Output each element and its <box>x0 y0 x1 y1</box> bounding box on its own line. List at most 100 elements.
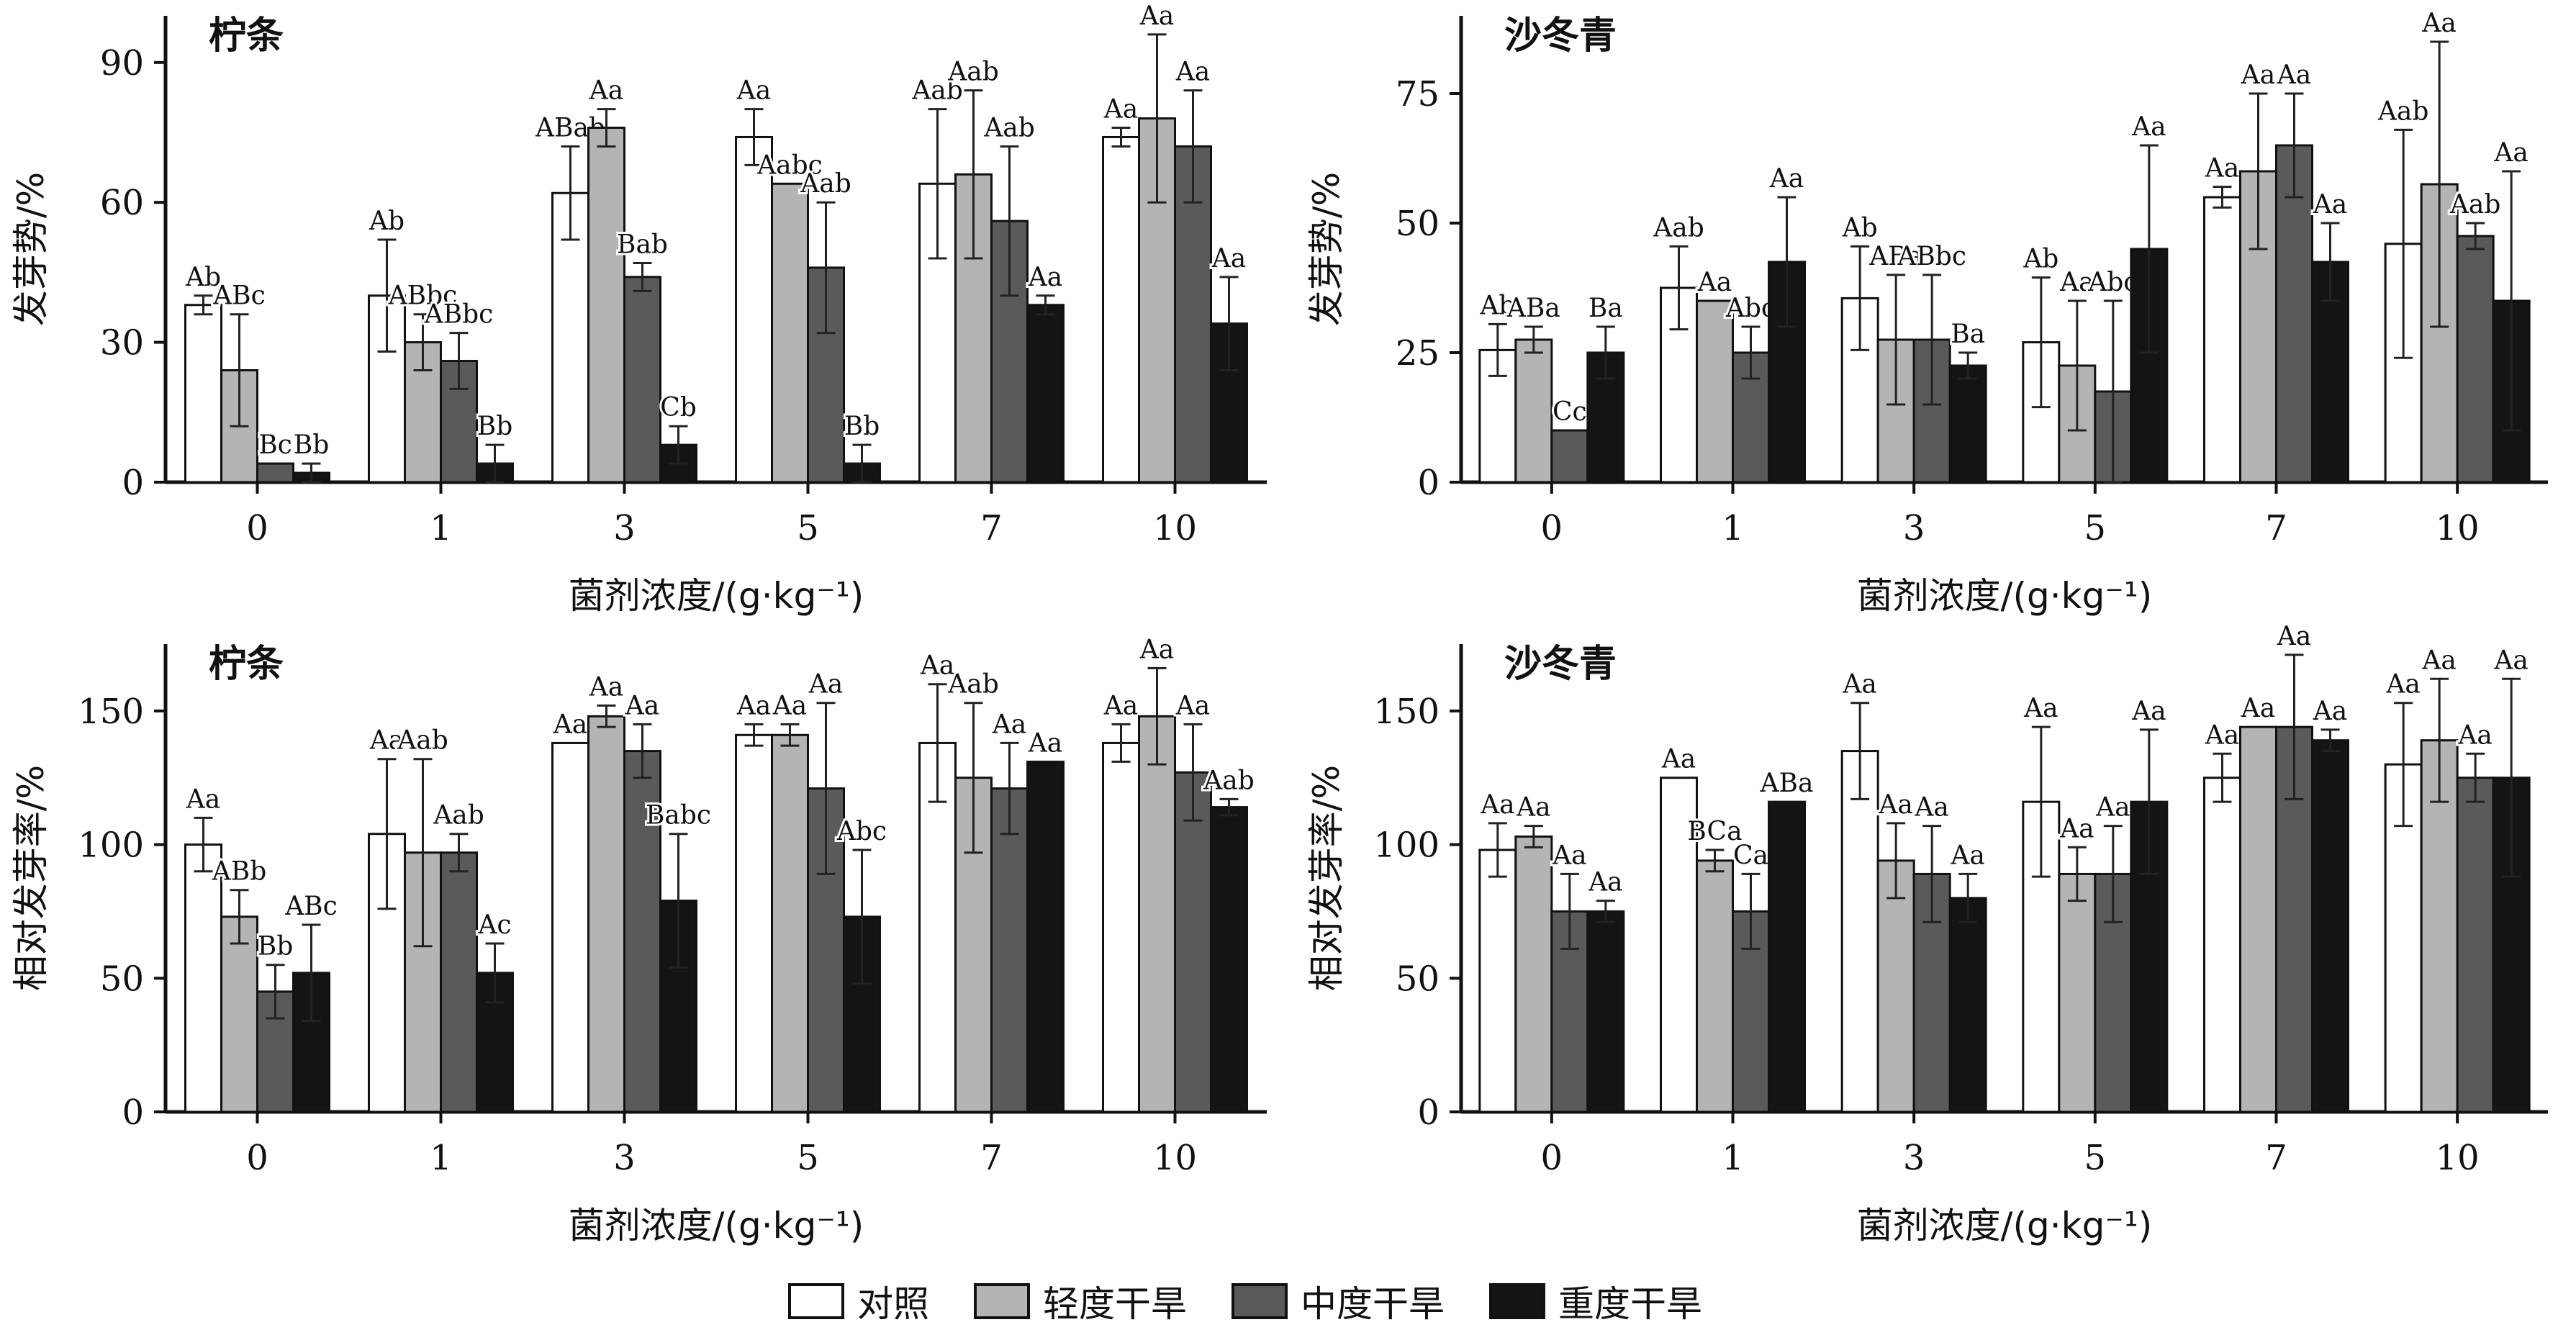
significance-label: ABa <box>1868 242 1922 271</box>
x-tick-label: 3 <box>1903 1138 1925 1178</box>
significance-label: Ab <box>185 263 221 292</box>
significance-label: Aa <box>2023 694 2058 723</box>
significance-label: Bb <box>258 932 294 961</box>
significance-label: Ab <box>369 207 405 236</box>
x-tick-label: 1 <box>1722 1138 1744 1178</box>
y-tick-label: 75 <box>1396 74 1440 114</box>
legend-swatch-moderate-drought <box>1231 1283 1288 1319</box>
significance-label: Aa <box>772 691 807 720</box>
significance-label: ABb <box>212 857 267 887</box>
bar <box>771 733 809 1113</box>
legend-item-moderate-drought: 中度干旱 <box>1231 1275 1445 1327</box>
y-tick-label: 30 <box>100 323 144 363</box>
significance-label: Aa <box>808 670 843 700</box>
y-tick-label: 50 <box>1396 204 1440 244</box>
significance-label: Cb <box>660 393 697 422</box>
significance-label: Aa <box>1103 95 1138 125</box>
y-tick-label: 50 <box>1396 959 1440 999</box>
x-tick-label: 1 <box>430 1138 452 1178</box>
legend-item-light-drought: 轻度干旱 <box>974 1275 1187 1327</box>
legend-item-severe-drought: 重度干旱 <box>1489 1275 1702 1327</box>
significance-label: Aa <box>1697 268 1732 297</box>
significance-label: Aa <box>2205 720 2239 750</box>
significance-label: Aa <box>2241 60 2275 90</box>
y-tick-label: 50 <box>100 959 144 999</box>
significance-label: Bab <box>617 230 668 259</box>
significance-label: Aa <box>1516 793 1550 823</box>
significance-label: Aa <box>736 76 771 106</box>
significance-label: Cc <box>1553 397 1587 427</box>
bar <box>1026 760 1065 1113</box>
bar <box>1026 304 1065 484</box>
x-tick-label: 5 <box>2084 1138 2107 1178</box>
bar <box>1102 741 1140 1113</box>
legend-label-light-drought: 轻度干旱 <box>1043 1283 1187 1325</box>
legend-item-control: 对照 <box>788 1275 929 1327</box>
significance-label: Aa <box>736 691 771 720</box>
significance-label: Ba <box>1951 320 1985 349</box>
x-tick-label: 5 <box>797 1138 819 1178</box>
x-axis-label: 菌剂浓度/(g·kg⁻¹) <box>1857 575 2153 617</box>
significance-label: Aa <box>1950 841 1984 870</box>
significance-label: Ac <box>477 910 511 940</box>
x-tick-label: 7 <box>2265 508 2287 548</box>
significance-label: Ab <box>2023 245 2058 274</box>
significance-label: Aa <box>2421 646 2456 675</box>
significance-label: Aa <box>1842 670 1876 700</box>
significance-label: Aab <box>947 58 999 87</box>
bar <box>1732 351 1770 484</box>
significance-label: BCa <box>1687 817 1742 846</box>
x-tick-label: 3 <box>1903 508 1925 548</box>
significance-label: Aab <box>433 801 484 831</box>
significance-label: Aab <box>1653 213 1704 243</box>
y-tick-label: 150 <box>78 692 144 732</box>
significance-label: Aa <box>2313 190 2347 220</box>
significance-label: Aa <box>1028 728 1062 758</box>
significance-label: Aa <box>625 691 659 720</box>
significance-label: Aa <box>589 672 623 702</box>
bar <box>2456 777 2495 1113</box>
significance-label: Aa <box>2131 697 2166 726</box>
x-tick-label: 3 <box>613 508 636 548</box>
panel-title: 沙冬青 <box>1504 14 1617 58</box>
significance-label: Bb <box>477 412 513 441</box>
legend-swatch-control <box>788 1283 844 1319</box>
significance-label: Aa <box>1139 1 1174 31</box>
y-tick-label: 60 <box>100 183 144 223</box>
y-tick-label: 0 <box>1417 463 1440 503</box>
bar <box>1102 135 1140 484</box>
bar <box>1210 806 1248 1113</box>
bar <box>735 733 773 1113</box>
significance-label: Aa <box>2131 112 2166 142</box>
x-tick-label: 0 <box>246 508 268 548</box>
y-tick-label: 0 <box>122 1092 144 1133</box>
bar <box>256 462 294 484</box>
significance-label: ABa <box>1760 769 1814 798</box>
chart-panel-2: 0255075发芽势/%沙冬青菌剂浓度/(g·kg⁻¹)0AbABaCcBa1A… <box>1306 6 2548 617</box>
significance-label: ABbc <box>424 300 494 330</box>
significance-label: Aa <box>1175 58 1210 87</box>
significance-label: Aa <box>1661 745 1696 774</box>
significance-label: Ca <box>1733 841 1768 870</box>
x-tick-label: 3 <box>613 1138 636 1178</box>
bar <box>587 127 625 484</box>
significance-label: Aabc <box>756 150 823 180</box>
y-tick-label: 150 <box>1373 692 1440 732</box>
x-tick-label: 1 <box>1722 508 1744 548</box>
significance-label: Aa <box>553 710 587 739</box>
significance-label: Aa <box>1028 263 1062 292</box>
x-axis-label: 菌剂浓度/(g·kg⁻¹) <box>1857 1205 2153 1246</box>
significance-label: Aa <box>1103 691 1138 720</box>
y-tick-label: 100 <box>78 825 144 866</box>
significance-label: Aa <box>2095 793 2130 823</box>
bar <box>735 135 773 484</box>
bar <box>1138 715 1176 1113</box>
bar <box>2203 777 2241 1113</box>
significance-label: Aa <box>2277 622 2311 651</box>
bar <box>1696 859 1734 1113</box>
significance-label: Aa <box>2059 814 2094 843</box>
significance-label: Bc <box>258 430 292 460</box>
